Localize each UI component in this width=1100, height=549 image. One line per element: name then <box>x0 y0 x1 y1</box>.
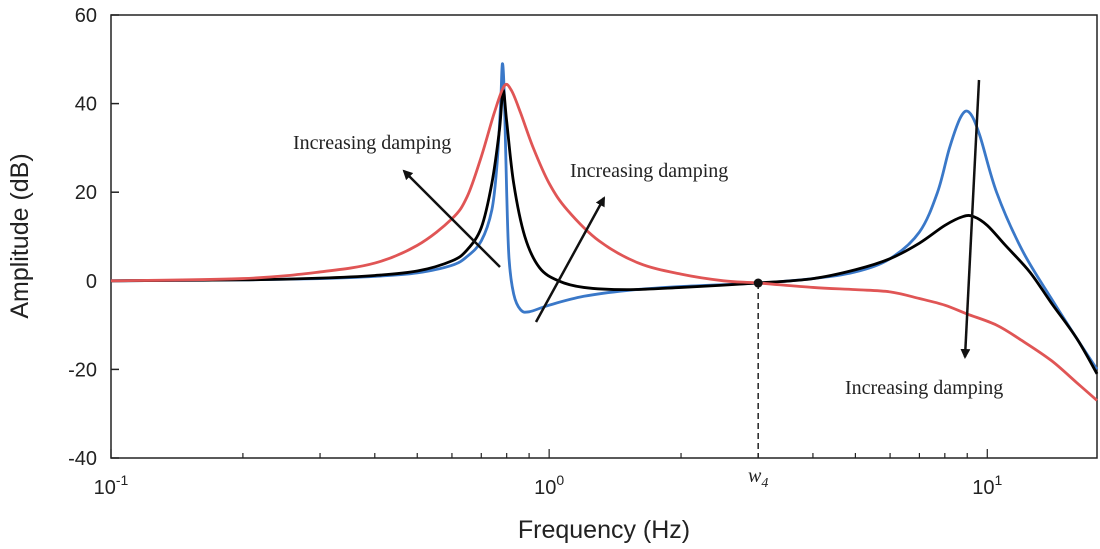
plot-frame <box>110 14 1098 459</box>
annotation-left-trough: Increasing damping <box>570 160 728 182</box>
y-axis-ticks: 60 40 20 0 -20 -40 <box>68 5 119 470</box>
series-group <box>110 62 1099 402</box>
damping-arrow-middle <box>534 196 606 323</box>
y-tick-label: 20 <box>75 182 97 204</box>
x-axis-ticks: 10-1 100 101 <box>94 449 1003 499</box>
series-line-low-damping <box>110 62 1099 371</box>
x-tick-label: 101 <box>972 472 1002 499</box>
w4-label-sub: 4 <box>761 476 768 491</box>
y-tick-label: -40 <box>68 448 97 470</box>
damping-arrow-left <box>402 169 501 268</box>
annotation-right-peak: Increasing damping <box>845 377 1003 399</box>
w4-marker-point <box>753 278 763 288</box>
w4-label: w4 <box>748 465 768 491</box>
y-tick-label: 0 <box>86 271 97 293</box>
w4-label-main: w <box>748 465 762 487</box>
y-tick-label: 60 <box>75 5 97 27</box>
y-tick-label: 40 <box>75 94 97 116</box>
series-line-high-damping <box>110 83 1098 402</box>
series-line-medium-damping <box>110 88 1099 375</box>
annotation-left-peak: Increasing damping <box>293 132 451 154</box>
x-tick-label: 10-1 <box>94 472 129 499</box>
x-axis-title: Frequency (Hz) <box>518 516 690 544</box>
damping-arrow-right <box>960 79 981 359</box>
x-tick-label: 100 <box>534 472 564 499</box>
y-tick-label: -20 <box>68 359 97 381</box>
y-axis-title: Amplitude (dB) <box>6 153 34 318</box>
